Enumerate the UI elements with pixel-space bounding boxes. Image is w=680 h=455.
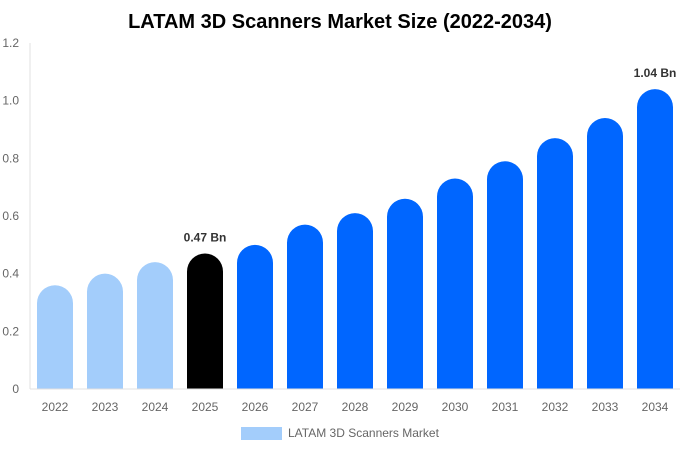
bar-2024	[137, 262, 173, 389]
bar-2022	[37, 285, 73, 389]
x-tick-label: 2028	[342, 400, 369, 414]
x-tick-label: 2027	[292, 400, 319, 414]
legend-swatch	[241, 427, 282, 440]
data-label: 1.04 Bn	[634, 66, 677, 80]
y-tick-label: 0.4	[2, 267, 19, 281]
x-tick-label: 2031	[492, 400, 519, 414]
bar-2026	[237, 244, 273, 389]
bar-2023	[87, 273, 123, 389]
bar-2029	[387, 198, 423, 389]
bar-2034	[637, 89, 673, 389]
x-tick-label: 2029	[392, 400, 419, 414]
chart-title: LATAM 3D Scanners Market Size (2022-2034…	[128, 11, 552, 33]
bar-2025	[187, 253, 223, 389]
x-tick-label: 2023	[92, 400, 119, 414]
x-tick-label: 2034	[642, 400, 669, 414]
y-tick-label: 0.6	[2, 209, 19, 223]
x-tick-label: 2022	[42, 400, 69, 414]
bar-2030	[437, 178, 473, 389]
data-label: 0.47 Bn	[184, 230, 227, 244]
bar-2027	[287, 224, 323, 389]
bar-2033	[587, 117, 623, 389]
x-tick-label: 2033	[592, 400, 619, 414]
x-tick-label: 2026	[242, 400, 269, 414]
y-tick-label: 0	[12, 382, 19, 396]
y-tick-label: 0.2	[2, 324, 19, 338]
bar-2031	[487, 161, 523, 389]
x-tick-label: 2032	[542, 400, 569, 414]
y-tick-label: 1.0	[2, 94, 19, 108]
bar-2032	[537, 138, 573, 389]
y-tick-label: 1.2	[2, 36, 19, 50]
x-tick-label: 2025	[192, 400, 219, 414]
bar-2028	[337, 213, 373, 389]
x-tick-label: 2030	[442, 400, 469, 414]
x-tick-label: 2024	[142, 400, 169, 414]
y-tick-label: 0.8	[2, 151, 19, 165]
legend-label: LATAM 3D Scanners Market	[288, 426, 440, 440]
legend: LATAM 3D Scanners Market	[241, 426, 440, 440]
